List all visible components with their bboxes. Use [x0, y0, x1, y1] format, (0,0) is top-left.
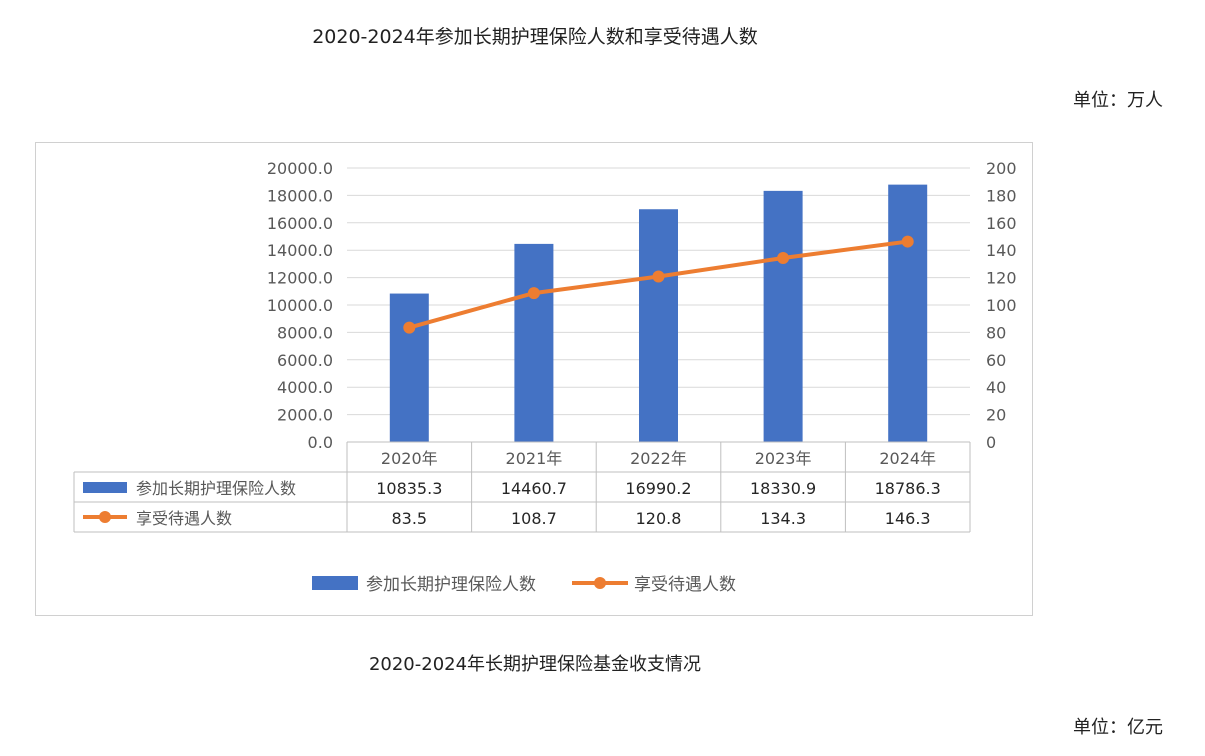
x-category-label: 2022年	[630, 449, 687, 468]
table-cell: 120.8	[636, 509, 682, 528]
legend-bar-swatch	[312, 576, 358, 590]
unit-label: 单位：万人	[1073, 90, 1163, 111]
table-row-header: 享受待遇人数	[136, 509, 232, 528]
bar	[888, 184, 928, 442]
bar	[639, 209, 678, 442]
legend-line-marker	[594, 577, 606, 589]
y-left-tick-label: 6000.0	[277, 351, 333, 370]
y-right-tick-label: 160	[986, 214, 1017, 233]
chart-frame: 0.0 2000.0 4000.0 6000.0 8000.0 10000.0 12000.…	[35, 142, 1033, 616]
y-right-tick-label: 120	[986, 269, 1017, 288]
y-right-tick-label: 100	[986, 296, 1017, 315]
y-right-tick-label: 200	[986, 159, 1017, 178]
y-left-tick-label: 2000.0	[277, 406, 333, 425]
legend-label: 享受待遇人数	[634, 575, 736, 595]
y-left-tick-label: 0.0	[308, 433, 333, 452]
bar	[514, 243, 554, 442]
table-bar-key	[83, 482, 127, 493]
y-right-tick-label: 140	[986, 241, 1017, 260]
table-line-key-marker	[99, 511, 111, 523]
y-right-tick-label: 40	[986, 378, 1006, 397]
table-cell: 10835.3	[376, 479, 442, 498]
table-cell: 134.3	[760, 509, 806, 528]
x-category-label: 2021年	[506, 449, 563, 468]
table-cell: 18330.9	[750, 479, 816, 498]
line-point	[901, 235, 914, 248]
x-category-label: 2024年	[879, 449, 936, 468]
line-point	[527, 287, 540, 300]
legend-label: 参加长期护理保险人数	[366, 575, 536, 595]
y-left-tick-label: 20000.0	[267, 159, 333, 178]
y-left-tick-label: 16000.0	[267, 214, 333, 233]
y-left-tick-label: 4000.0	[277, 378, 333, 397]
table-cell: 146.3	[885, 509, 931, 528]
y-right-tick-label: 80	[986, 323, 1006, 342]
table-cell: 14460.7	[501, 479, 567, 498]
y-left-tick-label: 14000.0	[267, 241, 333, 260]
y-left-tick-label: 8000.0	[277, 323, 333, 342]
combo-chart: 0.0 2000.0 4000.0 6000.0 8000.0 10000.0 12000.…	[73, 159, 1017, 595]
table-row-header: 参加长期护理保险人数	[136, 479, 296, 498]
table-cell: 18786.3	[875, 479, 941, 498]
table-cell: 83.5	[391, 509, 427, 528]
line-point	[777, 252, 790, 265]
y-left-tick-label: 10000.0	[267, 296, 333, 315]
bar	[763, 190, 803, 442]
x-category-label: 2023年	[755, 449, 812, 468]
table-cell: 108.7	[511, 509, 557, 528]
y-right-tick-label: 0	[986, 433, 996, 452]
bar	[389, 293, 429, 442]
x-category-label: 2020年	[381, 449, 438, 468]
chart-title: 2020-2024年参加长期护理保险人数和享受待遇人数	[312, 26, 758, 48]
second-unit-label: 单位：亿元	[1073, 717, 1163, 738]
second-chart-title: 2020-2024年长期护理保险基金收支情况	[368, 654, 702, 675]
y-right-tick-label: 60	[986, 351, 1006, 370]
y-right-tick-label: 180	[986, 186, 1017, 205]
y-right-tick-label: 20	[986, 406, 1006, 425]
table-cell: 16990.2	[625, 479, 691, 498]
line-point	[403, 321, 416, 334]
y-left-tick-label: 12000.0	[267, 269, 333, 288]
line-point	[652, 270, 665, 283]
y-left-tick-label: 18000.0	[267, 186, 333, 205]
